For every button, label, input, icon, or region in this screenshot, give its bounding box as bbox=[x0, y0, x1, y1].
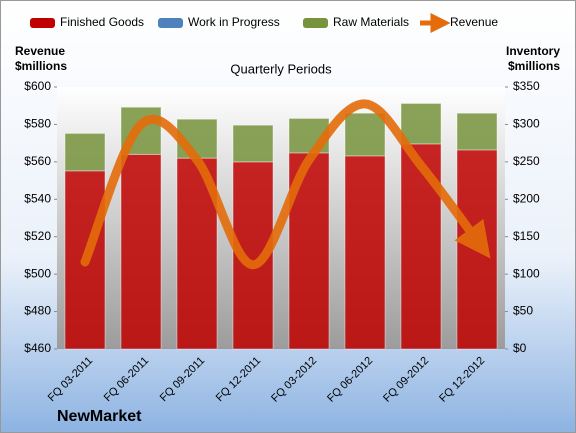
y2-tick-label: $350 bbox=[513, 79, 540, 93]
legend-swatch bbox=[30, 18, 55, 28]
bar-segment bbox=[120, 153, 162, 350]
bar-segment bbox=[456, 149, 498, 350]
chart-subtitle: Quarterly Periods bbox=[230, 61, 332, 76]
y2-tick-label: $100 bbox=[513, 266, 540, 280]
y2-tick-label: $300 bbox=[513, 117, 540, 131]
legend-label: Work in Progress bbox=[188, 15, 280, 29]
revenue-line bbox=[80, 99, 491, 270]
bar-segment bbox=[64, 132, 106, 172]
y-tick-label: $480 bbox=[24, 304, 51, 318]
y-axis-title: Revenue bbox=[15, 44, 65, 58]
y-tick-label: $560 bbox=[24, 154, 51, 168]
y-tick-label: $520 bbox=[24, 229, 51, 243]
bar-segment bbox=[64, 170, 106, 350]
legend-swatch bbox=[158, 18, 183, 28]
legend-label: Raw Materials bbox=[333, 15, 409, 29]
y2-tick-label: $200 bbox=[513, 191, 540, 205]
bar-segment bbox=[232, 124, 274, 163]
bar-segment bbox=[344, 112, 386, 157]
bar-segment bbox=[400, 143, 442, 350]
bar-segment bbox=[400, 102, 442, 145]
y-axis-title: $millions bbox=[15, 59, 67, 73]
legend-swatch bbox=[303, 18, 328, 28]
y-tick-label: $600 bbox=[24, 79, 51, 93]
y2-axis-title: $millions bbox=[508, 59, 560, 73]
legend-label: Revenue bbox=[450, 15, 498, 29]
y-tick-label: $500 bbox=[24, 266, 51, 280]
bar-segment bbox=[344, 155, 386, 350]
legend-label: Finished Goods bbox=[60, 15, 144, 29]
y2-tick-label: $150 bbox=[513, 229, 540, 243]
y2-tick-label: $0 bbox=[513, 341, 527, 355]
y2-axis-title: Inventory bbox=[506, 44, 560, 58]
y2-tick-label: $50 bbox=[513, 304, 533, 318]
y-tick-label: $460 bbox=[24, 341, 51, 355]
chart-title: NewMarket bbox=[57, 408, 142, 425]
y2-tick-label: $250 bbox=[513, 154, 540, 168]
y-tick-label: $580 bbox=[24, 117, 51, 131]
y-tick-label: $540 bbox=[24, 191, 51, 205]
bar-segment bbox=[456, 112, 498, 151]
